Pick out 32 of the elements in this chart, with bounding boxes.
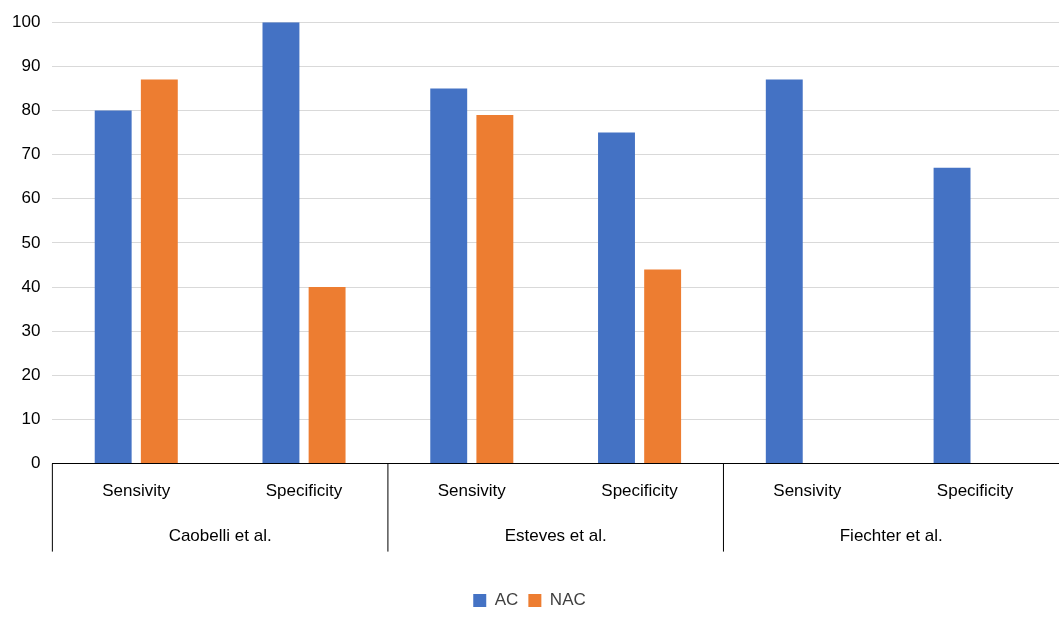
bar [94,110,132,464]
bar [140,79,178,464]
legend-label: AC [494,590,519,610]
legend-label: NAC [549,590,586,610]
y-tick-label: 70 [21,144,41,164]
y-tick-label: 10 [21,409,41,429]
y-tick-label: 80 [21,100,41,120]
y-tick-label: 30 [21,320,41,340]
text: Esteves et al. [504,526,607,546]
y-tick-label: 0 [30,453,41,473]
bar [262,22,300,464]
bar [430,88,468,464]
text: Fiechter et al. [839,526,943,546]
x-tick-label: Sensivity [437,481,507,501]
x-tick-label: Sensivity [773,481,842,501]
y-tick-label: 90 [21,56,41,76]
y-tick-label: 20 [21,365,41,385]
x-tick-label: Specificity [265,481,343,501]
y-tick-label: 40 [21,276,41,296]
x-tick-label: Specificity [936,481,1014,501]
bar [598,132,635,464]
x-tick-label: Specificity [601,481,679,501]
bar [644,269,682,464]
bar [765,79,803,464]
y-tick-label: 100 [11,11,41,31]
y-tick-label: 60 [21,188,41,208]
x-tick-label: Sensivity [102,481,171,501]
y-tick-label: 50 [21,232,41,252]
bar [308,287,346,464]
bar [933,167,971,464]
text: Caobelli et al. [168,526,272,546]
bar [476,114,514,464]
